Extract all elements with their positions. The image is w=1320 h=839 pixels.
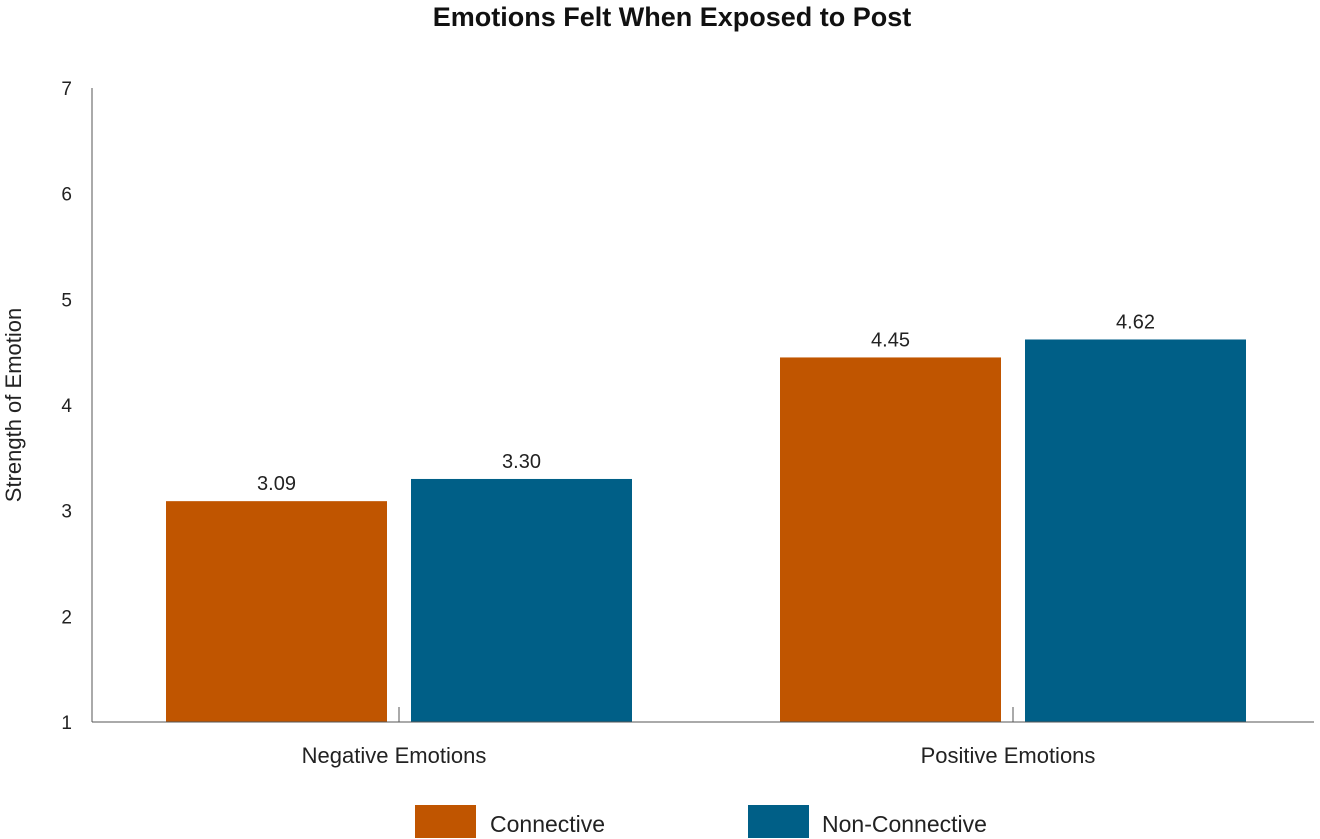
legend-swatch-non-connective [748, 805, 809, 838]
bar-connective-negative [166, 501, 387, 722]
y-tick-label: 7 [61, 79, 72, 100]
x-category-label: Positive Emotions [921, 743, 1096, 768]
bar-connective-positive [780, 357, 1001, 722]
data-label: 4.45 [871, 329, 910, 351]
legend-swatch-connective [415, 805, 476, 838]
y-tick-label: 3 [61, 502, 72, 523]
legend: Connective Non-Connective [415, 805, 987, 838]
data-label: 3.09 [257, 473, 296, 495]
data-label: 3.30 [502, 451, 541, 473]
data-label: 4.62 [1116, 311, 1155, 333]
chart-title: Emotions Felt When Exposed to Post [433, 2, 912, 32]
bar-non-connective-positive [1025, 339, 1246, 722]
bar-non-connective-negative [411, 478, 632, 722]
plot-area: 1 2 3 4 5 6 7 3.09 3.30 Negative Emotions 4.45 4.62… [61, 79, 1314, 768]
legend-label-non-connective: Non-Connective [822, 811, 987, 837]
y-tick-label: 5 [61, 290, 72, 311]
y-tick-label: 1 [61, 713, 72, 734]
y-tick-label: 4 [61, 396, 72, 417]
y-tick-label: 2 [61, 607, 72, 628]
legend-label-connective: Connective [490, 811, 605, 837]
y-axis-label: Strength of Emotion [1, 308, 26, 502]
y-tick-label: 6 [61, 185, 72, 206]
x-category-label: Negative Emotions [302, 743, 487, 768]
